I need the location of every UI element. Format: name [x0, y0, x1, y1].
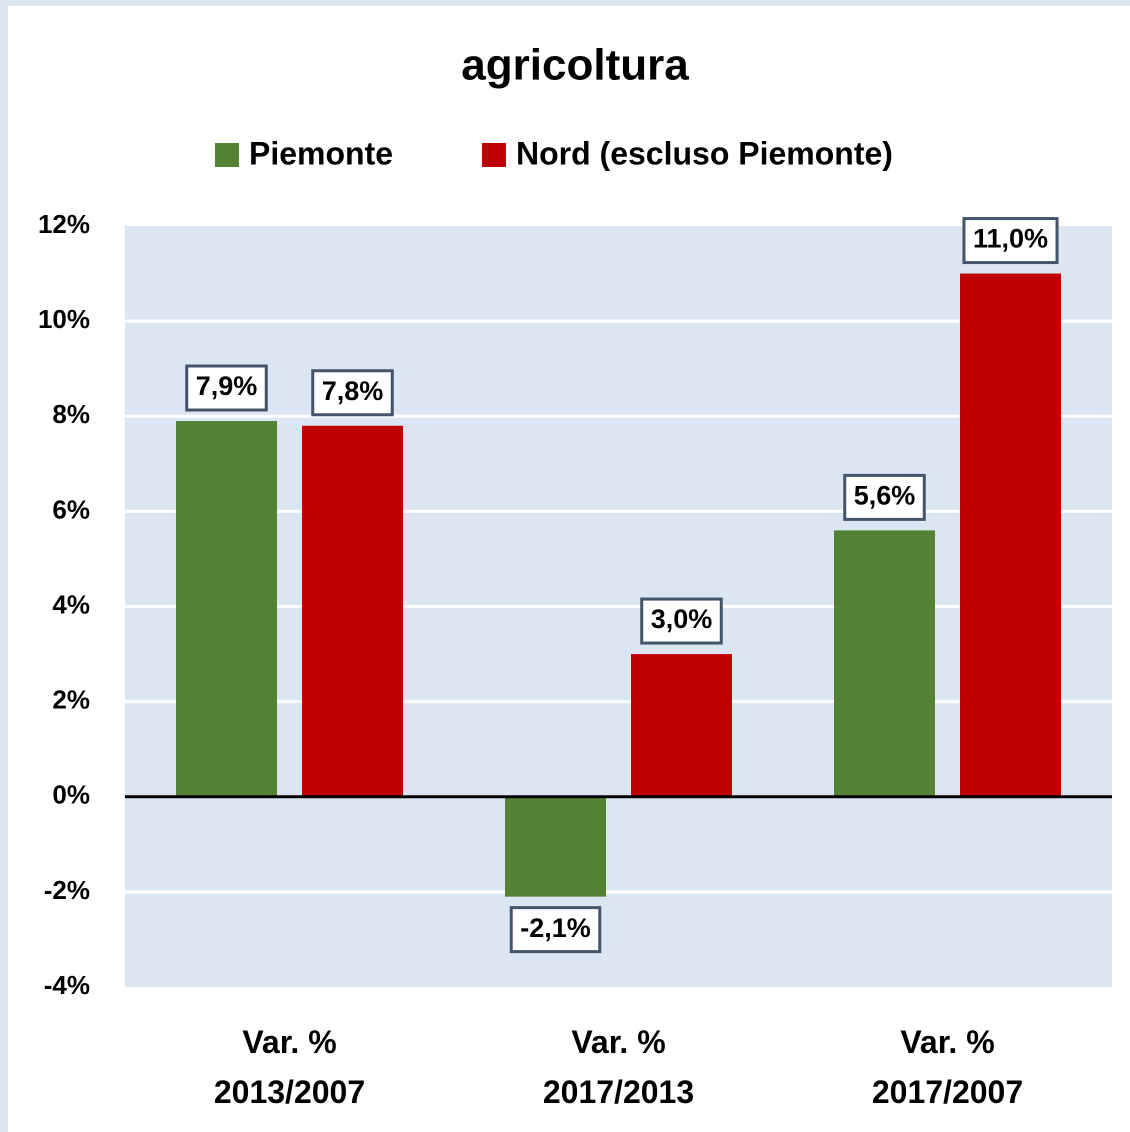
y-tick-label: 8%	[52, 399, 90, 429]
x-tick-label: Var. % 2017/2013	[543, 1024, 694, 1110]
value-label: 7,8%	[322, 376, 384, 406]
value-label-box	[962, 217, 1059, 265]
y-tick-label: 0%	[52, 780, 90, 810]
chart-title: agricoltura	[461, 41, 689, 90]
value-label-group: 7,9%	[185, 364, 268, 412]
y-tick-label: -2%	[44, 875, 90, 905]
value-label: 5,6%	[854, 481, 916, 511]
bar	[505, 796, 606, 897]
value-label-group: 5,6%	[843, 473, 926, 521]
y-tick-label: 4%	[52, 589, 90, 619]
legend-swatch	[482, 143, 506, 167]
value-label-group: 3,0%	[640, 597, 723, 645]
bar	[960, 273, 1061, 797]
value-label-box	[311, 369, 394, 417]
x-tick-label: Var. % 2017/2007	[872, 1024, 1023, 1110]
value-label: 11,0%	[973, 224, 1048, 254]
value-label-group: 7,8%	[311, 369, 394, 417]
value-label: 7,9%	[196, 371, 258, 401]
value-label-group: -2,1%	[509, 906, 602, 954]
y-tick-label: 2%	[52, 685, 90, 715]
legend-label: Piemonte	[249, 135, 393, 171]
value-label: -2,1%	[520, 913, 591, 943]
value-label-box	[843, 473, 926, 521]
bar	[302, 425, 403, 797]
value-label: 3,0%	[651, 604, 713, 634]
value-label-box	[640, 597, 723, 645]
y-tick-label: 6%	[52, 494, 90, 524]
value-label-box	[185, 364, 268, 412]
y-tick-label: 10%	[38, 304, 90, 334]
y-tick-label: -4%	[44, 970, 90, 1000]
bar	[176, 421, 277, 797]
y-tick-label: 12%	[38, 209, 90, 239]
legend-swatch	[215, 143, 239, 167]
value-label-group: 11,0%	[962, 217, 1059, 265]
bar	[631, 654, 732, 797]
value-label-box	[509, 906, 602, 954]
bar	[834, 530, 935, 797]
legend-label: Nord (escluso Piemonte)	[516, 135, 893, 171]
x-tick-label: Var. % 2013/2007	[214, 1024, 365, 1110]
